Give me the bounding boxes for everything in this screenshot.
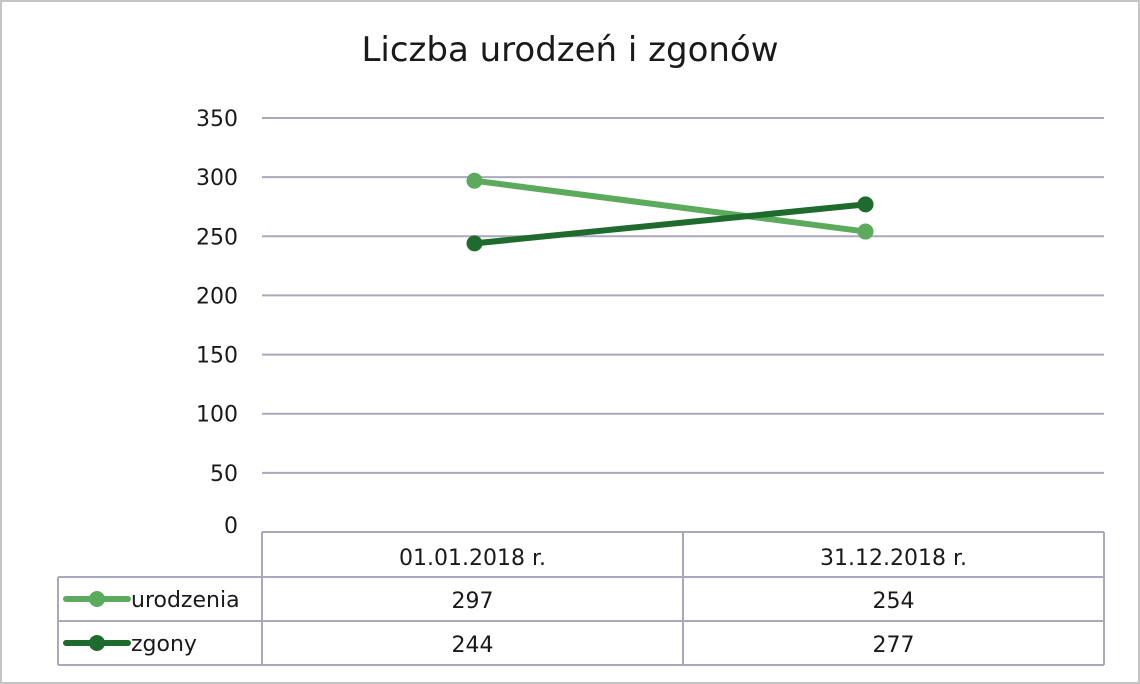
- legend-label-zgony: zgony: [131, 632, 197, 657]
- table-value-zgony: 244: [452, 633, 494, 658]
- data-point-urodzenia: [466, 172, 483, 189]
- y-tick-label: 250: [196, 225, 238, 250]
- y-tick-label: 0: [224, 514, 238, 539]
- y-tick-label: 50: [210, 462, 238, 487]
- data-point-zgony: [466, 235, 483, 252]
- data-point-urodzenia: [857, 223, 874, 240]
- legend-key-marker-zgony: [89, 635, 105, 651]
- y-tick-label: 350: [196, 107, 238, 132]
- y-tick-label: 200: [196, 284, 238, 309]
- chart-title: Liczba urodzeń i zgonów: [361, 30, 779, 70]
- data-point-zgony: [857, 196, 874, 213]
- x-category-label: 01.01.2018 r.: [399, 546, 546, 571]
- series-line-zgony: [471, 201, 869, 247]
- y-tick-label: 100: [196, 403, 238, 428]
- series-line-urodzenia: [471, 177, 869, 235]
- legend-label-urodzenia: urodzenia: [131, 588, 240, 613]
- table-value-urodzenia: 254: [873, 589, 915, 614]
- table-value-urodzenia: 297: [452, 589, 494, 614]
- table-value-zgony: 277: [873, 633, 915, 658]
- x-category-label: 31.12.2018 r.: [820, 546, 967, 571]
- y-tick-label: 150: [196, 344, 238, 369]
- legend-key-marker-urodzenia: [89, 591, 105, 607]
- y-tick-label: 300: [196, 166, 238, 191]
